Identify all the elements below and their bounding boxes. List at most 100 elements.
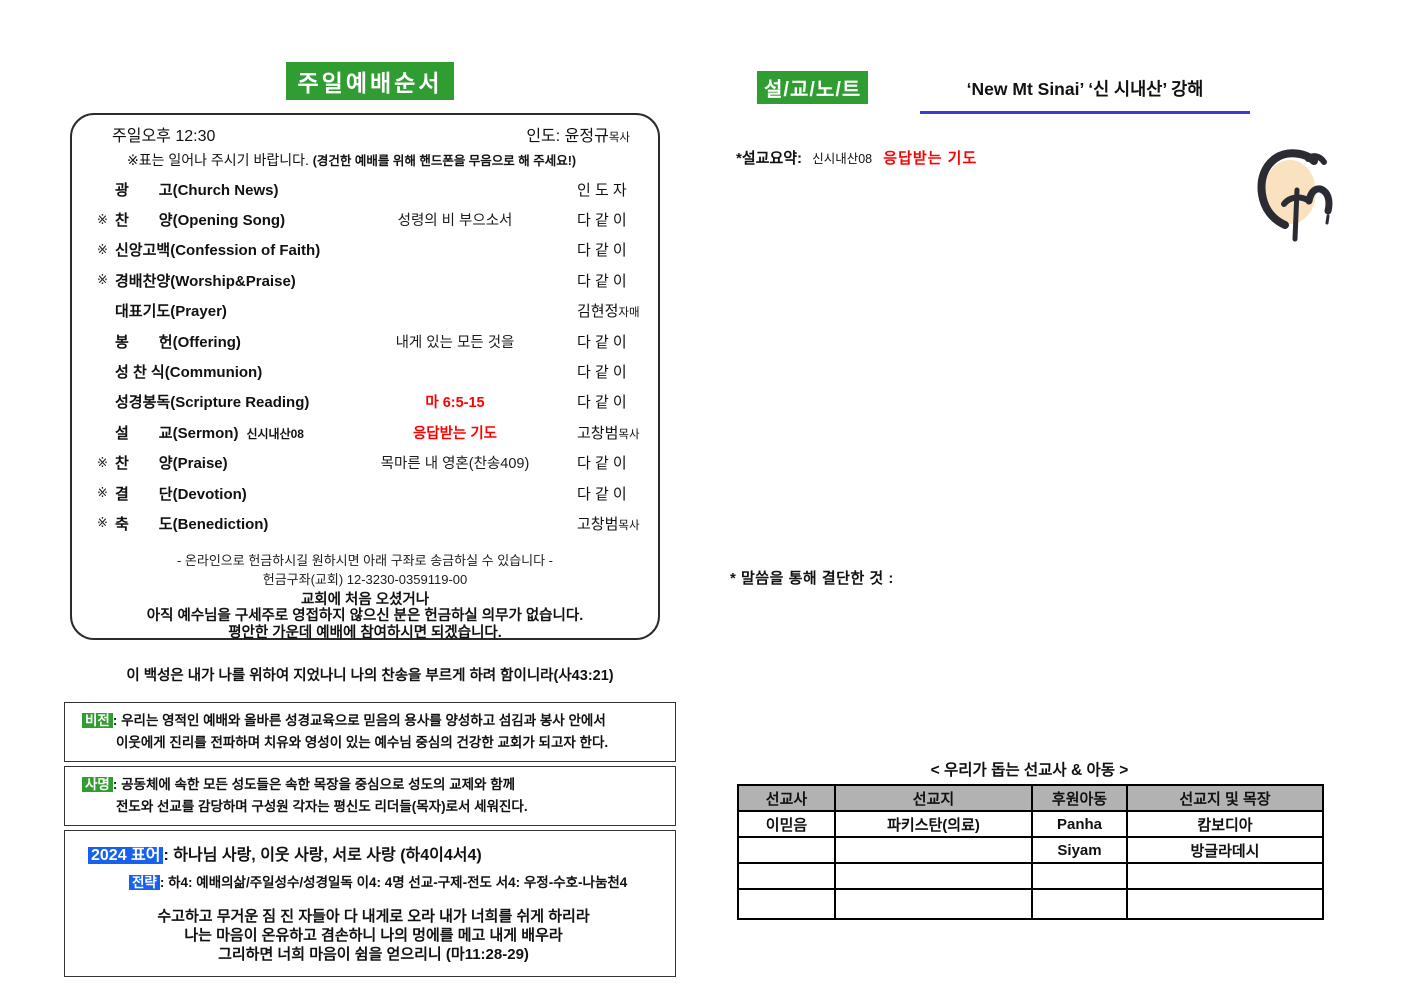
worship-item-label: 신앙고백(Confession of Faith) bbox=[115, 242, 321, 260]
worship-item-person: 고창범목사 bbox=[577, 424, 640, 442]
cell-mission-field bbox=[834, 888, 1033, 920]
cell-mission-field: 파키스탄(의료) bbox=[834, 810, 1033, 838]
worship-item-person: 다 같 이 bbox=[577, 394, 627, 412]
church-heart-cross-logo-icon bbox=[1254, 146, 1342, 251]
worship-item-label: 찬 양(Opening Song) bbox=[115, 212, 286, 230]
vision-line1: 비전: 우리는 영적인 예배와 올바른 성경교육으로 믿음의 용사를 양성하고 … bbox=[82, 710, 665, 732]
cell-missionary bbox=[737, 836, 836, 864]
cell-sponsored-child bbox=[1031, 862, 1128, 890]
motto-label: 2024 표어 bbox=[88, 847, 164, 864]
service-time: 주일오후 12:30 bbox=[112, 128, 216, 145]
worship-item-person: 다 같 이 bbox=[577, 455, 627, 473]
decision-prompt: * 말씀을 통해 결단한 것 : bbox=[730, 570, 894, 587]
worship-order-title-wrap: 주일예배순서 bbox=[64, 62, 676, 100]
table-row bbox=[737, 888, 1324, 920]
worship-order-box: 주일오후 12:30 인도: 윤정규목사 ※표는 일어나 주시기 바랍니다. (… bbox=[70, 113, 660, 641]
stand-mark: ※ bbox=[97, 515, 108, 531]
newcomer-note: 교회에 처음 오셨거나 아직 예수님을 구세주로 영접하지 않으신 분은 헌금하… bbox=[146, 591, 584, 641]
missionary-table-header-row: 선교사 선교지 후원아동 선교지 및 목장 bbox=[737, 784, 1324, 812]
invitation-verse: 수고하고 무거운 짐 진 자들아 다 내게로 오라 내가 너희를 쉬게 하리라 … bbox=[157, 908, 590, 963]
col-mission-field: 선교지 bbox=[834, 784, 1033, 812]
worship-row-church-news: 광 고(Church News) 인 도 자 bbox=[97, 174, 636, 204]
worship-item-label: 경배찬양(Worship&Praise) bbox=[115, 272, 296, 290]
sermon-title-text: 응답받는 기도 bbox=[412, 425, 498, 442]
worship-item-label: 설 교(Sermon) 신시내산08 bbox=[115, 424, 304, 442]
col-missionary: 선교사 bbox=[737, 784, 836, 812]
cell-sponsored-child: Panha bbox=[1031, 810, 1128, 838]
worship-row-worship-praise: ※ 경배찬양(Worship&Praise) 다 같 이 bbox=[97, 265, 636, 295]
cell-field-and-mokjang: 캄보디아 bbox=[1126, 810, 1324, 838]
sermon-summary-title: 응답받는 기도 bbox=[883, 150, 978, 167]
worship-item-person: 다 같 이 bbox=[577, 333, 627, 351]
mission-line2: 전도와 선교를 감당하며 구성원 각자는 평신도 리더들(목자)로서 세워진다. bbox=[116, 799, 528, 814]
sermon-summary-line: *설교요약: 신시내산08 응답받는 기도 bbox=[736, 147, 977, 168]
cell-missionary bbox=[737, 888, 836, 920]
strategy-line: 전략: 하4: 예배의삶/주일성수/성경일독 이4: 4명 선교-구제-전도 서… bbox=[82, 871, 665, 891]
sermon-summary-label: *설교요약: bbox=[736, 150, 803, 167]
standing-notice: ※표는 일어나 주시기 바랍니다. (경건한 예배를 위해 핸드폰을 무음으로 … bbox=[127, 152, 577, 168]
phone-silence-note: (경건한 예배를 위해 핸드폰을 무음으로 해 주세요!) bbox=[312, 154, 577, 168]
online-offering-line: - 온라인으로 헌금하시길 원하시면 아래 구좌로 송금하실 수 있습니다 - bbox=[176, 552, 554, 568]
worship-item-person: 고창범목사 bbox=[577, 515, 640, 533]
worship-row-communion: 성 찬 식(Communion) 다 같 이 bbox=[97, 356, 636, 386]
mission-line1: 사명: 공동체에 속한 모든 성도들은 속한 목장을 중심으로 성도의 교제와 … bbox=[82, 774, 665, 796]
worship-item-label: 광 고(Church News) bbox=[115, 181, 279, 199]
worship-item-label: 대표기도(Prayer) bbox=[115, 303, 227, 321]
worship-item-detail: 내게 있는 모든 것을 bbox=[395, 334, 515, 351]
mission-label: 사명 bbox=[82, 777, 113, 792]
col-field-and-mokjang: 선교지 및 목장 bbox=[1126, 784, 1324, 812]
worship-row-benediction: ※ 축 도(Benediction) 고창범목사 bbox=[97, 508, 640, 538]
cell-field-and-mokjang bbox=[1126, 862, 1324, 890]
worship-row-offering: 봉 헌(Offering) 내게 있는 모든 것을 다 같 이 bbox=[97, 326, 636, 356]
worship-item-detail: 성령의 비 부으소서 bbox=[397, 213, 513, 230]
cell-field-and-mokjang: 방글라데시 bbox=[1126, 836, 1324, 864]
col-sponsored-child: 후원아동 bbox=[1031, 784, 1128, 812]
worship-item-detail: 목마른 내 영혼(찬송409) bbox=[380, 456, 530, 473]
worship-item-person: 다 같 이 bbox=[577, 272, 627, 290]
worship-item-person: 다 같 이 bbox=[577, 212, 627, 230]
worship-row-devotion: ※ 결 단(Devotion) 다 같 이 bbox=[97, 478, 636, 508]
missionary-table-title: < 우리가 돕는 선교사 & 아동 > bbox=[930, 762, 1129, 779]
table-row: Siyam 방글라데시 bbox=[737, 836, 1324, 864]
sermon-notes-title: 설/교/노/트 bbox=[757, 71, 869, 104]
sermon-series-number: 신시내산08 bbox=[812, 152, 873, 166]
worship-item-person: 다 같 이 bbox=[577, 485, 627, 503]
cell-field-and-mokjang bbox=[1126, 888, 1324, 920]
vision-box: 비전: 우리는 영적인 예배와 올바른 성경교육으로 믿음의 용사를 양성하고 … bbox=[64, 702, 676, 762]
cell-sponsored-child: Siyam bbox=[1031, 836, 1128, 864]
worship-order-column: 주일예배순서 주일오후 12:30 인도: 윤정규목사 ※표는 일어나 주시기 … bbox=[64, 62, 676, 977]
worship-row-sermon: 설 교(Sermon) 신시내산08 응답받는 기도 고창범목사 bbox=[97, 417, 640, 447]
motto-line: 2024 표어: 하나님 사랑, 이웃 사랑, 서로 사랑 (하4이4서4) bbox=[82, 841, 665, 865]
offering-account-number: 헌금구좌(교회) 12-3230-0359119-00 bbox=[262, 571, 468, 587]
worship-item-label: 찬 양(Praise) bbox=[115, 455, 228, 473]
motto-box: 2024 표어: 하나님 사랑, 이웃 사랑, 서로 사랑 (하4이4서4) 전… bbox=[64, 830, 676, 977]
worship-item-label: 성경봉독(Scripture Reading) bbox=[115, 394, 310, 412]
worship-item-label: 결 단(Devotion) bbox=[115, 485, 247, 503]
cell-sponsored-child bbox=[1031, 888, 1128, 920]
worship-item-person: 인 도 자 bbox=[577, 181, 627, 199]
service-header: 주일오후 12:30 인도: 윤정규목사 bbox=[112, 127, 630, 147]
cell-mission-field bbox=[834, 862, 1033, 890]
worship-item-label: 성 찬 식(Communion) bbox=[115, 364, 263, 382]
worship-item-label: 봉 헌(Offering) bbox=[115, 333, 241, 351]
missionary-table: 선교사 선교지 후원아동 선교지 및 목장 이믿음 파키스탄(의료) Panha… bbox=[737, 784, 1324, 920]
mission-box: 사명: 공동체에 속한 모든 성도들은 속한 목장을 중심으로 성도의 교제와 … bbox=[64, 766, 676, 826]
sermon-series-tag: 신시내산08 bbox=[246, 426, 304, 441]
stand-mark: ※ bbox=[97, 241, 108, 257]
theme-verse: 이 백성은 내가 나를 위하여 지었나니 나의 찬송을 부르게 하려 함이니라(… bbox=[126, 668, 614, 684]
stand-mark: ※ bbox=[97, 272, 108, 288]
table-row: 이믿음 파키스탄(의료) Panha 캄보디아 bbox=[737, 810, 1324, 838]
worship-order-list: 광 고(Church News) 인 도 자 ※ 찬 양(Opening Son… bbox=[97, 174, 640, 539]
strategy-label: 전략 bbox=[129, 875, 160, 890]
worship-item-person: 다 같 이 bbox=[577, 364, 627, 382]
vision-label: 비전 bbox=[82, 713, 113, 728]
stand-mark: ※ bbox=[97, 211, 108, 227]
cell-missionary bbox=[737, 862, 836, 890]
worship-row-scripture: 성경봉독(Scripture Reading) 마 6:5-15 다 같 이 bbox=[97, 387, 636, 417]
cell-mission-field bbox=[834, 836, 1033, 864]
worship-row-praise: ※ 찬 양(Praise) 목마른 내 영혼(찬송409) 다 같 이 bbox=[97, 448, 636, 478]
online-offering-note: - 온라인으로 헌금하시길 원하시면 아래 구좌로 송금하실 수 있습니다 - … bbox=[72, 551, 658, 589]
worship-row-prayer: 대표기도(Prayer) 김현정자매 bbox=[97, 296, 640, 326]
worship-item-person: 김현정자매 bbox=[577, 303, 640, 321]
worship-item-label: 축 도(Benediction) bbox=[115, 515, 269, 533]
